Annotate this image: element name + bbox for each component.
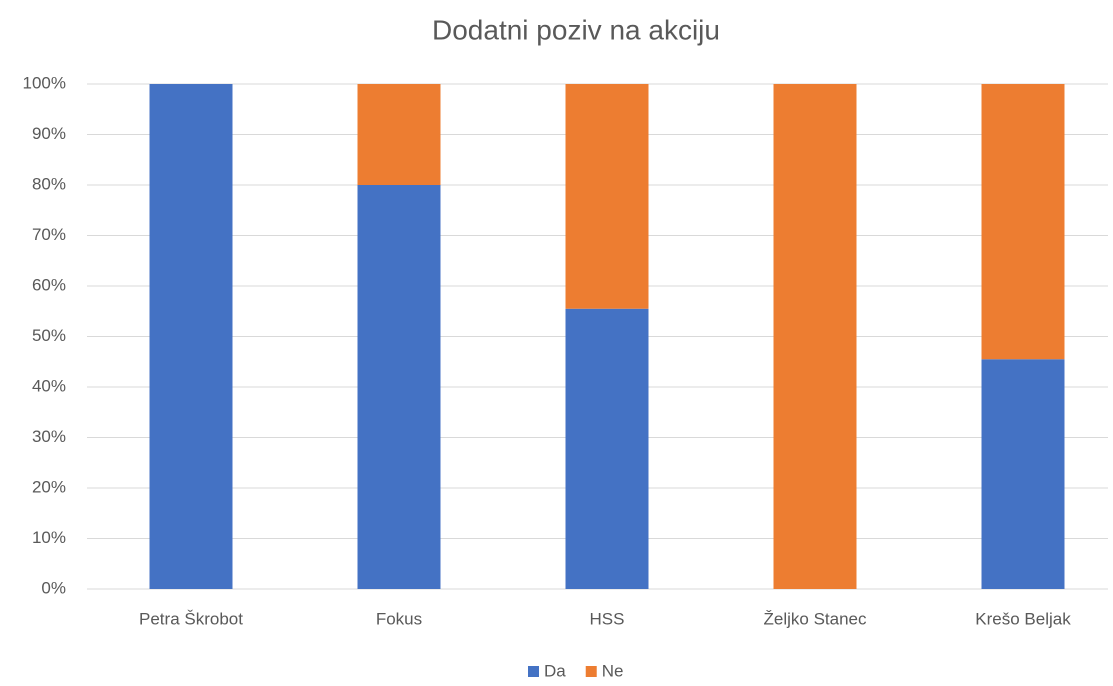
y-tick-label: 70% <box>32 225 66 244</box>
bar-segment <box>981 84 1065 360</box>
bar-segment <box>357 84 441 185</box>
y-tick-label: 10% <box>32 528 66 547</box>
bar-segment <box>981 359 1065 589</box>
bar-segment <box>565 308 649 589</box>
bar-segment <box>357 185 441 589</box>
y-tick-label: 80% <box>32 174 66 193</box>
legend-label: Ne <box>602 661 624 680</box>
x-tick-label: Petra Škrobot <box>139 609 243 628</box>
y-tick-label: 40% <box>32 376 66 395</box>
y-tick-label: 50% <box>32 326 66 345</box>
y-tick-label: 30% <box>32 427 66 446</box>
y-tick-label: 0% <box>41 578 66 597</box>
bar-segment <box>773 84 857 589</box>
chart-title: Dodatni poziv na akciju <box>432 14 720 45</box>
legend-swatch <box>528 666 539 677</box>
x-tick-label: Krešo Beljak <box>975 609 1071 628</box>
legend-swatch <box>585 666 597 677</box>
x-tick-label: Fokus <box>376 609 422 628</box>
y-tick-label: 60% <box>32 275 66 294</box>
y-tick-label: 90% <box>32 124 66 143</box>
x-tick-label: HSS <box>590 609 625 628</box>
bar-segment <box>149 84 233 589</box>
legend-label: Da <box>544 661 566 680</box>
y-tick-label: 100% <box>23 73 66 92</box>
x-tick-label: Željko Stanec <box>764 609 867 628</box>
y-tick-label: 20% <box>32 477 66 496</box>
bar-segment <box>565 84 649 309</box>
